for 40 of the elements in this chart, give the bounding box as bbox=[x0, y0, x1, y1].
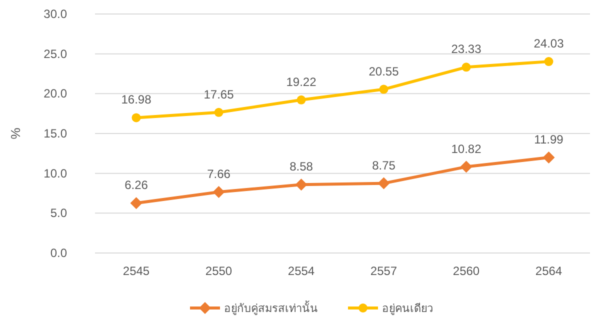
point bbox=[379, 84, 388, 94]
data-label: 11.99 bbox=[534, 132, 564, 146]
y-tick-label: 30.0 bbox=[44, 7, 68, 21]
data-label: 16.98 bbox=[121, 92, 152, 107]
data-label: 8.58 bbox=[290, 160, 314, 174]
point bbox=[542, 151, 555, 164]
y-axis-title: % bbox=[8, 127, 23, 140]
point bbox=[378, 177, 390, 190]
data-label: 17.65 bbox=[204, 87, 234, 102]
data-label: 8.75 bbox=[372, 158, 396, 172]
y-tick-label: 20.0 bbox=[44, 86, 68, 101]
y-tick-label: 5.0 bbox=[50, 206, 68, 220]
point bbox=[212, 186, 225, 198]
point bbox=[460, 160, 472, 173]
x-tick-label: 2545 bbox=[122, 264, 150, 278]
point bbox=[130, 197, 142, 210]
point bbox=[462, 62, 471, 72]
x-tick-label: 2557 bbox=[370, 264, 398, 278]
x-tick-label: 2564 bbox=[535, 264, 562, 278]
point bbox=[296, 95, 306, 104]
point bbox=[544, 57, 554, 66]
x-tick-label: 2560 bbox=[452, 264, 480, 278]
data-label: 24.03 bbox=[534, 36, 564, 51]
point bbox=[295, 178, 308, 191]
data-label: 19.22 bbox=[286, 74, 317, 89]
y-tick-label: 25.0 bbox=[44, 46, 68, 61]
legend-label: อยู่คนเดียว bbox=[382, 302, 433, 315]
data-label: 7.66 bbox=[207, 166, 231, 181]
y-tick-label: 10.0 bbox=[44, 166, 68, 180]
data-label: 6.26 bbox=[124, 178, 148, 192]
data-label: 20.55 bbox=[368, 64, 400, 78]
point bbox=[132, 113, 141, 122]
y-tick-label: 15.0 bbox=[44, 126, 68, 140]
data-label: 23.33 bbox=[451, 42, 482, 56]
x-tick-label: 2550 bbox=[205, 264, 232, 278]
point bbox=[214, 108, 224, 117]
x-tick-label: 2554 bbox=[288, 264, 315, 278]
data-label: 10.82 bbox=[451, 142, 482, 156]
y-tick-label: 0.0 bbox=[50, 246, 68, 260]
legend-label: อยู่กับคู่สมรสเท่านั้น bbox=[224, 300, 318, 315]
